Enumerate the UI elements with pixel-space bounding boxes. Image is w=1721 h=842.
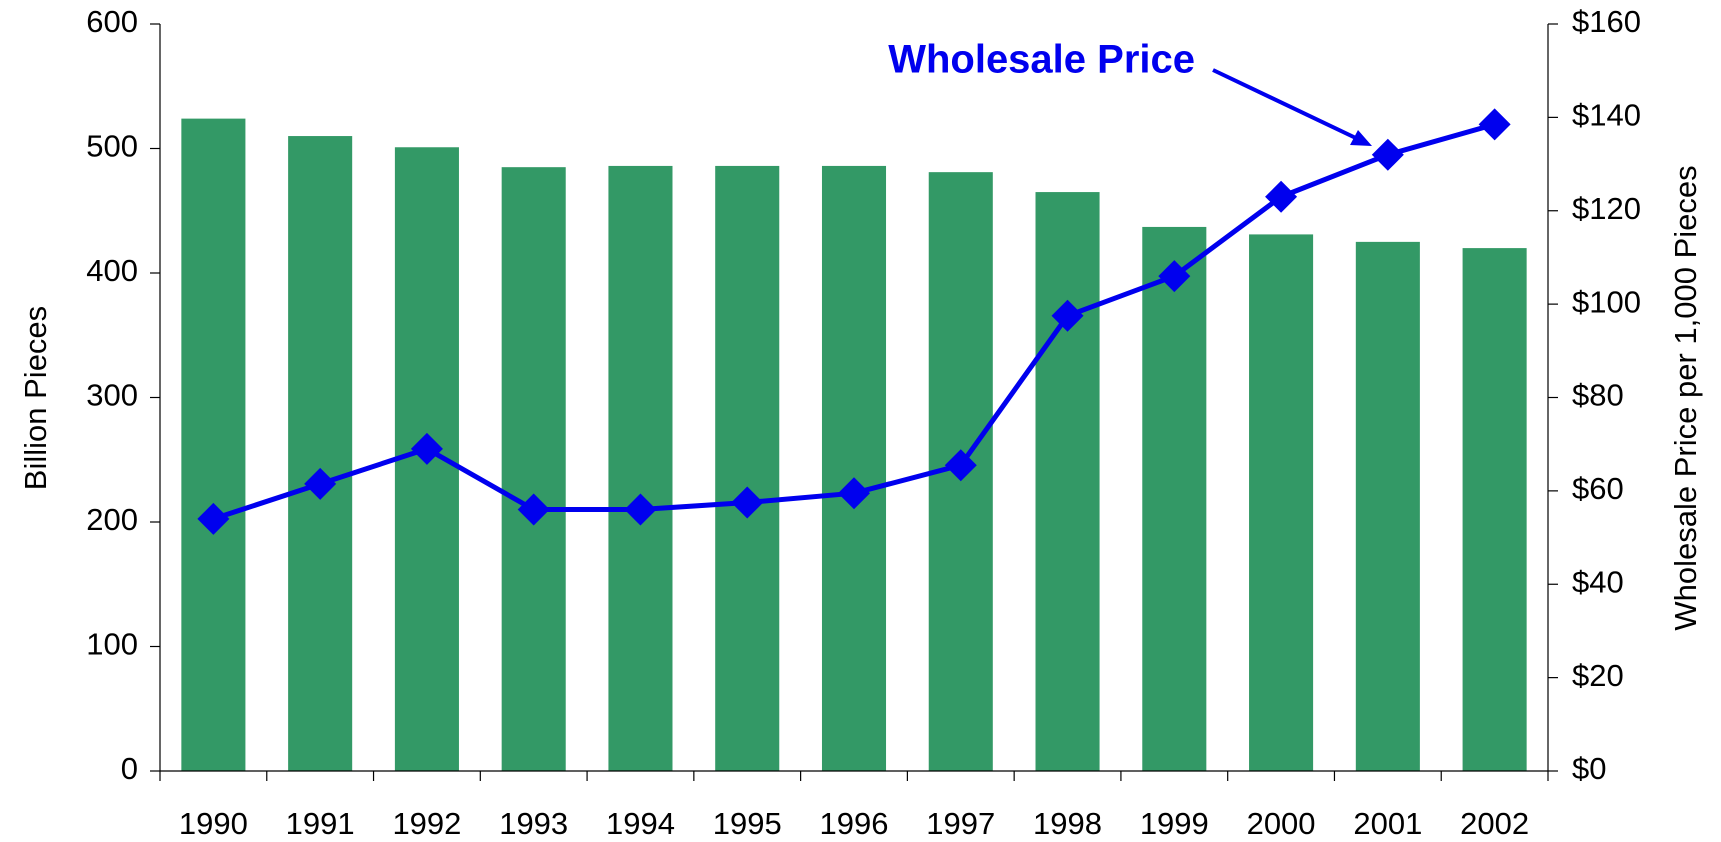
x-tick-label: 1990 — [179, 806, 248, 841]
price-marker — [1051, 299, 1084, 332]
price-marker — [1371, 138, 1404, 171]
x-tick-label: 2000 — [1247, 806, 1316, 841]
x-tick-label: 1996 — [820, 806, 889, 841]
bar — [821, 165, 887, 771]
y-tick-label: 400 — [86, 253, 138, 288]
y2-tick-label: $20 — [1572, 658, 1624, 693]
x-tick-label: 1993 — [499, 806, 568, 841]
x-tick-label: 1992 — [392, 806, 461, 841]
bar — [608, 165, 673, 771]
annotation: Wholesale Price — [888, 38, 1195, 82]
x-tick-label: 1997 — [926, 806, 995, 841]
y2-tick-label: $40 — [1572, 564, 1624, 599]
y-axis-label: Billion Pieces — [18, 306, 53, 490]
bar — [1355, 241, 1420, 771]
y2-tick-label: $120 — [1572, 191, 1641, 226]
bar — [181, 118, 246, 772]
bar — [1142, 226, 1207, 771]
price-marker — [838, 477, 870, 510]
y2-tick-label: $80 — [1572, 378, 1624, 413]
y2-axis-label: Wholesale Price per 1,000 Pieces — [1668, 165, 1703, 630]
y-tick-label: 500 — [86, 129, 138, 164]
price-marker — [1265, 180, 1298, 213]
x-tick-label: 1999 — [1140, 806, 1209, 841]
y-tick-label: 300 — [86, 378, 138, 413]
x-tick-label: 1998 — [1033, 806, 1102, 841]
bar — [1035, 192, 1100, 771]
y-tick-label: 600 — [86, 4, 138, 39]
price-marker — [1158, 260, 1191, 293]
y-tick-label: 0 — [121, 751, 138, 786]
price-marker — [517, 493, 550, 526]
bar — [715, 165, 780, 771]
y2-tick-label: $140 — [1572, 98, 1641, 133]
price-marker — [304, 467, 337, 500]
x-tick-label: 1995 — [713, 806, 782, 841]
bar — [1462, 248, 1527, 772]
y2-tick-label: $100 — [1572, 284, 1641, 319]
y2-tick-label: $0 — [1572, 751, 1606, 786]
y2-tick-label: $160 — [1572, 4, 1641, 39]
x-tick-label: 1991 — [286, 806, 355, 841]
y-tick-label: 200 — [86, 502, 138, 537]
y-tick-label: 100 — [86, 627, 138, 662]
price-marker — [410, 432, 443, 465]
bar — [1249, 234, 1314, 771]
price-marker — [1478, 108, 1511, 141]
annotation-arrow — [1212, 68, 1361, 142]
price-marker — [197, 502, 230, 535]
arrow-head — [1350, 130, 1372, 146]
bar — [288, 136, 353, 772]
x-tick-label: 1994 — [606, 806, 675, 841]
bar — [501, 167, 566, 772]
y2-tick-label: $60 — [1572, 471, 1624, 506]
x-tick-label: 2001 — [1353, 806, 1422, 841]
price-marker — [624, 493, 657, 526]
price-marker — [944, 449, 977, 482]
x-tick-label: 2002 — [1460, 806, 1529, 841]
price-marker — [731, 486, 764, 519]
